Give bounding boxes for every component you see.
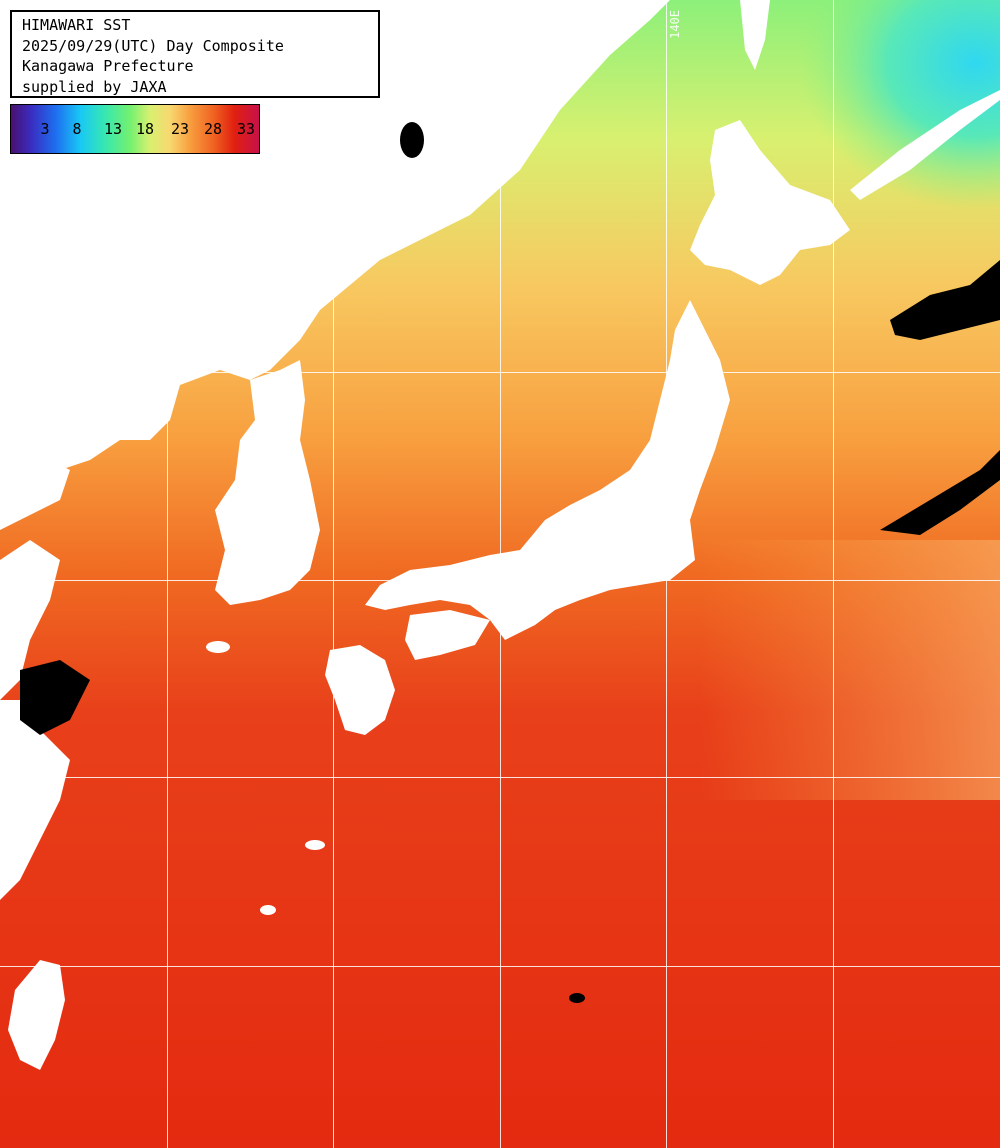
gridline-lon-5 — [833, 0, 834, 1148]
grid-label-40n: 40N — [14, 354, 36, 368]
legend-tick-23: 23 — [170, 120, 190, 138]
land-honshu — [365, 300, 730, 640]
land-ryukyu-1 — [305, 840, 325, 850]
land-taiwan — [8, 960, 65, 1070]
land-kyushu — [325, 645, 395, 735]
legend-tick-8: 8 — [72, 120, 82, 138]
land-jeju — [206, 641, 230, 653]
sea-east-warm-band — [700, 540, 1000, 800]
land-kuril — [850, 90, 1000, 200]
legend-tick-33: 33 — [236, 120, 256, 138]
title-line-1: HIMAWARI SST — [22, 16, 131, 34]
gridline-lat-3 — [0, 777, 1000, 778]
land-shandong — [0, 455, 70, 530]
legend-tick-28: 28 — [203, 120, 223, 138]
land-hokkaido — [690, 120, 850, 285]
title-line-4: supplied by JAXA — [22, 77, 167, 96]
grid-label-140e: 140E — [668, 10, 682, 39]
legend-labels: 3 8 13 18 23 28 33 — [11, 120, 259, 140]
gridline-lon-3 — [500, 0, 501, 1148]
title-line-2: 2025/09/29(UTC) Day Composite — [22, 36, 284, 55]
land-china-coast — [0, 700, 70, 900]
title-line-3: Kanagawa Prefecture — [22, 57, 194, 75]
gridline-lon-140 — [666, 0, 667, 1148]
legend-tick-13: 13 — [103, 120, 123, 138]
grid-label-30n: 30N — [14, 760, 36, 774]
gridline-lon-2 — [333, 0, 334, 1148]
gridline-lat-2 — [0, 580, 1000, 581]
cloud-east — [880, 450, 1000, 535]
legend-tick-3: 3 — [40, 120, 50, 138]
land-shikoku — [405, 610, 490, 660]
title-box: HIMAWARI SST 2025/09/29(UTC) Day Composi… — [10, 10, 380, 98]
land-sakhalin — [740, 0, 770, 70]
gridline-lon-1 — [167, 0, 168, 1148]
cloud-northeast — [890, 260, 1000, 340]
color-scale-legend: 3 8 13 18 23 28 33 — [10, 104, 260, 154]
land-ryukyu-2 — [260, 905, 276, 915]
cloud-yellowsea — [20, 660, 90, 735]
cloud-pacific — [569, 993, 585, 1003]
gridline-lat-4 — [0, 966, 1000, 967]
land-korea — [215, 360, 320, 605]
gridline-lat-1 — [0, 372, 1000, 373]
legend-tick-18: 18 — [135, 120, 155, 138]
cloud-island — [400, 122, 424, 158]
